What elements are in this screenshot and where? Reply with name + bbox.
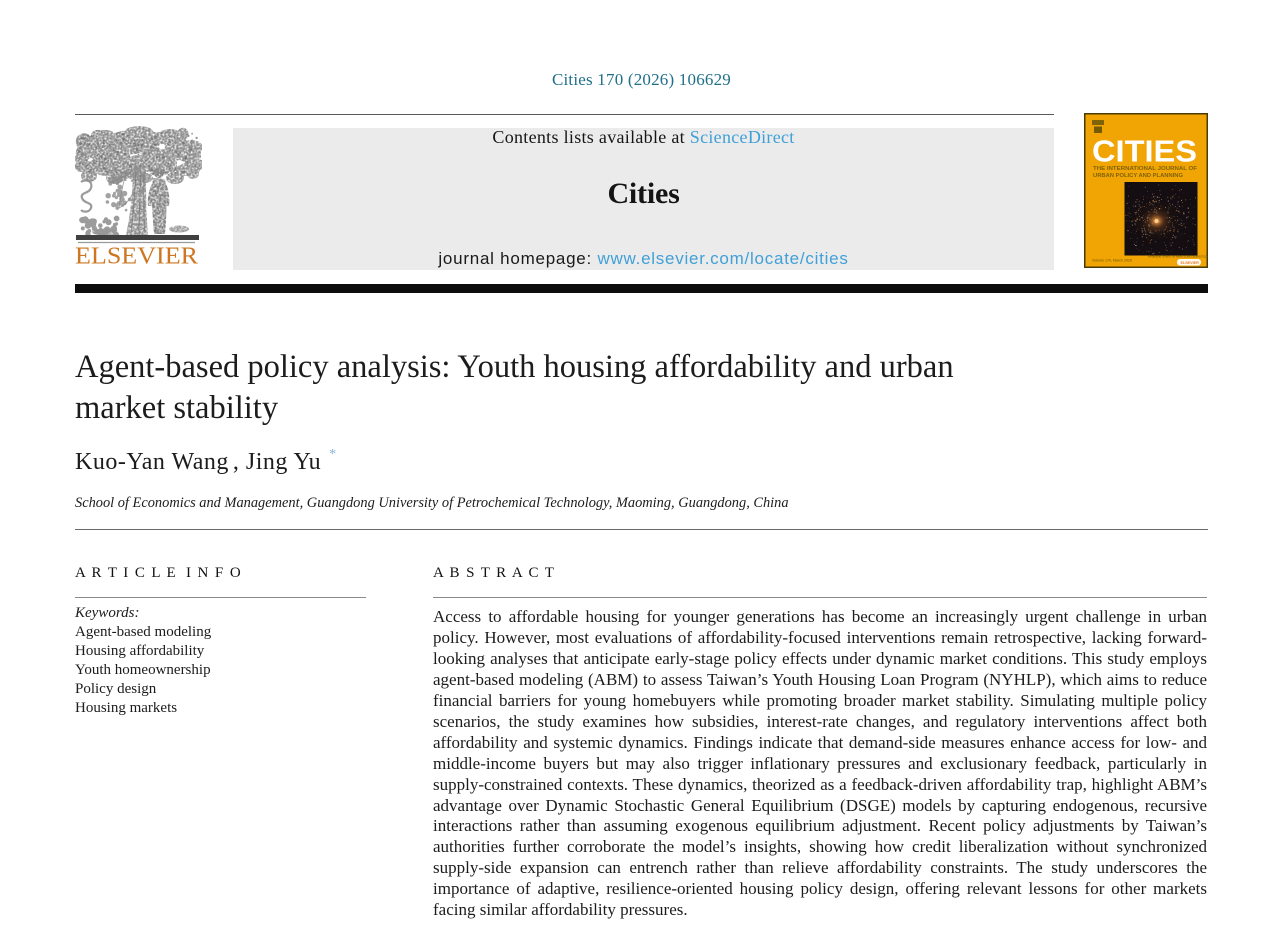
svg-text:URBAN POLICY AND PLANNING: URBAN POLICY AND PLANNING [1093,173,1183,179]
svg-text:Volume 170, March 2026: Volume 170, March 2026 [1092,259,1132,263]
svg-text:ELSEVIER: ELSEVIER [75,244,198,270]
svg-text:ELSEVIER: ELSEVIER [1181,261,1200,265]
svg-text:CITIES: CITIES [1092,134,1197,169]
svg-text:Available online at www.scienc: Available online at www.sciencedirect.co… [1148,255,1208,259]
svg-text:THE INTERNATIONAL JOURNAL OF: THE INTERNATIONAL JOURNAL OF [1093,166,1197,172]
